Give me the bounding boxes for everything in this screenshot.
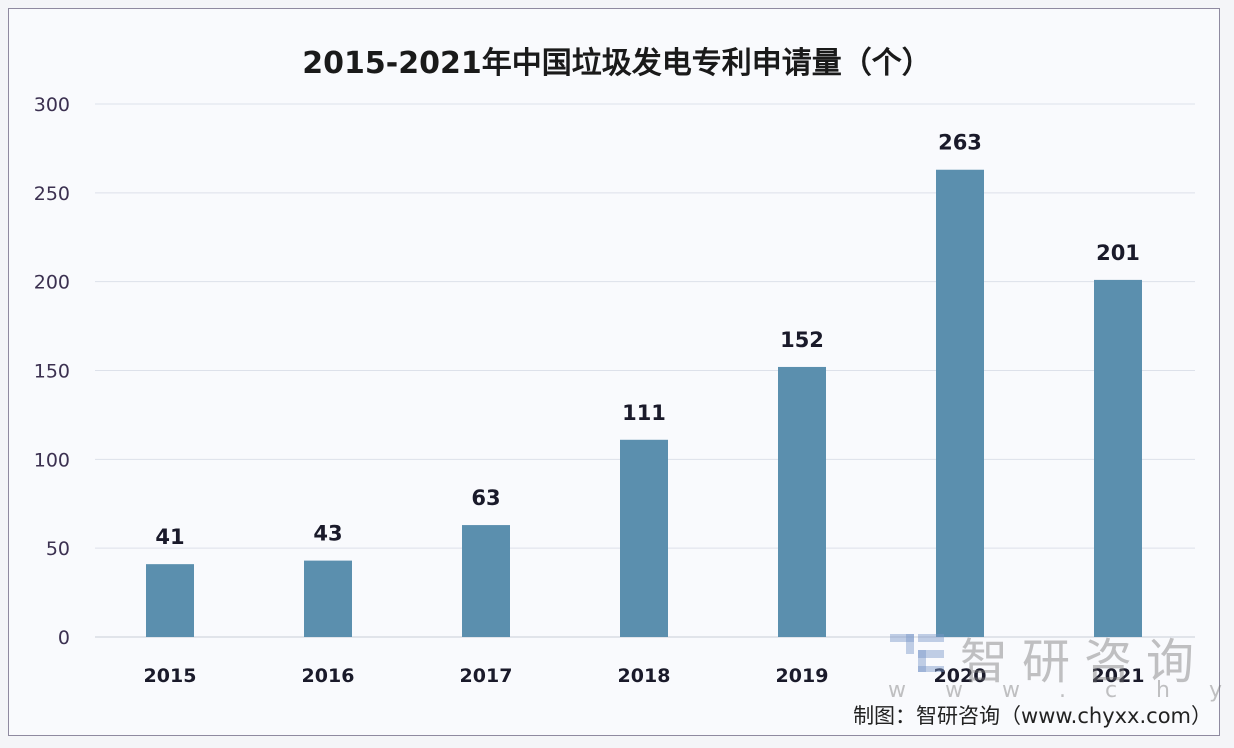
data-label: 43 [313,522,342,546]
data-label: 201 [1096,241,1140,265]
chart-title: 2015-2021年中国垃圾发电专利申请量（个） [302,46,932,81]
x-tick-label: 2015 [144,665,197,687]
watermark-name: 智研咨询 [960,634,1209,690]
data-label: 263 [938,131,982,155]
x-tick-label: 2020 [934,665,987,687]
y-tick-label: 250 [34,183,70,205]
x-tick-label: 2017 [460,665,513,687]
data-label: 152 [780,328,824,352]
bar-2020 [936,169,984,637]
data-label: 41 [155,525,184,549]
watermark-logo-icon [890,634,944,672]
x-tick-label: 2018 [618,665,671,687]
y-tick-label: 0 [58,627,70,649]
bar-2017 [462,525,510,637]
y-tick-label: 200 [34,272,70,294]
source-note: 制图：智研咨询（www.chyxx.com） [853,704,1212,728]
y-tick-label: 100 [34,449,70,471]
y-tick-label: 300 [34,94,70,116]
bar-2019 [778,366,826,637]
data-label: 63 [471,486,500,510]
x-tick-label: 2016 [302,665,355,687]
bar-2021 [1094,279,1142,637]
y-tick-label: 50 [46,538,70,560]
chart-frame [8,8,1220,736]
x-tick-label: 2019 [776,665,829,687]
bar-2015 [146,564,194,637]
data-label: 111 [622,401,666,425]
watermark-url: w w w . c h y x x . c o m [888,678,1234,703]
y-tick-label: 150 [34,361,70,383]
x-tick-label: 2021 [1092,665,1145,687]
bar-2018 [620,439,668,637]
bar-2016 [304,560,352,637]
